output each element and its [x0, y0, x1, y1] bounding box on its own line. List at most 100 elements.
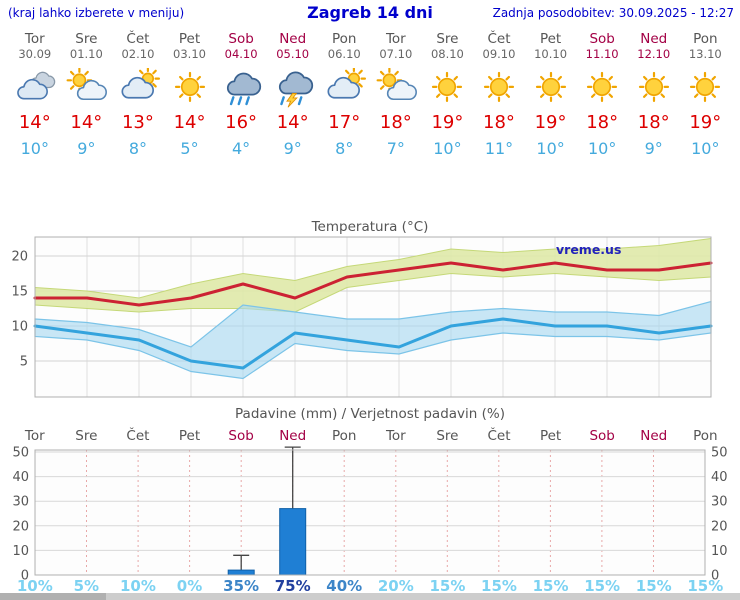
svg-text:20: 20: [11, 250, 28, 265]
day-max-temp: 18°: [586, 112, 619, 133]
day-date: 11.10: [585, 47, 619, 61]
day-min-temp: 4°: [232, 139, 251, 158]
precipitation-chart-svg: 0 0 10 10 20 20 30 30 40 40 50 50: [12, 446, 728, 584]
day-name: Sob: [589, 31, 615, 47]
precip-probability: 40%: [326, 577, 363, 595]
day-max-temp: 18°: [483, 112, 515, 133]
precip-probability: 20%: [377, 577, 414, 595]
precip-day-label: Pet: [178, 428, 201, 444]
day-name: Pet: [178, 31, 201, 47]
day-name: Pon: [693, 31, 718, 47]
day-max-temp: 17°: [328, 112, 361, 133]
precip-probability: 75%: [274, 577, 311, 595]
precip-day-label: Sob: [589, 428, 615, 444]
precip-chart-title: Padavine (mm) / Verjetnost padavin (%): [235, 406, 505, 422]
forecast-day-5[interactable]: Ned 05.10 14° 9°: [267, 31, 319, 161]
forecast-day-12[interactable]: Ned 12.10 18° 9°: [628, 31, 680, 161]
forecast-day-10[interactable]: Pet 10.10 19° 10°: [525, 31, 577, 161]
day-date: 13.10: [688, 47, 722, 61]
day-min-temp: 10°: [691, 139, 720, 158]
day-min-temp: 9°: [283, 139, 302, 158]
precip-day-label: Ned: [640, 428, 668, 444]
forecast-day-9[interactable]: Čet 09.10 18° 11°: [473, 31, 525, 161]
day-max-temp: 13°: [121, 112, 154, 133]
precip-probability-row: 10% 5% 10% 0% 35% 75% 40% 20% 15% 15% 15% 15% 15% 15%: [9, 577, 731, 595]
forecast-day-2[interactable]: Čet 02.10 13° 8°: [112, 31, 164, 161]
precip-probability: 10%: [16, 577, 53, 595]
weather-icon-sun-cloud: [376, 68, 417, 101]
svg-text:10: 10: [12, 544, 29, 559]
weather-icon-cloud-sun: [327, 68, 367, 99]
weather-icon-sun: [174, 71, 205, 102]
precip-day-label: Ned: [279, 428, 307, 444]
precipitation-chart: 0 0 10 10 20 20 30 30 40 40 50 50: [0, 443, 740, 584]
precip-day-label: Tor: [385, 428, 406, 444]
footer-bar-left-segment: [0, 593, 106, 600]
day-max-temp: 18°: [379, 112, 412, 133]
day-max-temp: 14°: [173, 112, 206, 133]
precip-probability: 10%: [119, 577, 156, 595]
forecast-day-3[interactable]: Pet 03.10 14° 5°: [164, 31, 216, 161]
weather-icon-cloud: [16, 71, 56, 100]
forecast-day-8[interactable]: Sre 08.10 19° 10°: [422, 31, 474, 161]
day-min-temp: 8°: [335, 139, 354, 158]
svg-text:5: 5: [20, 355, 28, 370]
precip-probability: 15%: [481, 577, 517, 595]
weather-icon-sun: [690, 71, 721, 102]
svg-text:30: 30: [12, 495, 29, 510]
day-min-temp: 7°: [386, 139, 405, 158]
temperature-chart: 5 10 15 20: [0, 215, 740, 407]
precip-probability: 15%: [429, 577, 466, 595]
svg-text:10: 10: [11, 320, 28, 335]
day-date: 08.10: [430, 47, 464, 61]
day-name: Sre: [436, 31, 459, 47]
day-max-temp: 16°: [225, 112, 258, 133]
weather-icon-sun: [587, 71, 618, 102]
svg-text:15: 15: [11, 285, 28, 300]
forecast-strip: Tor 30.09 14° 10° Sre 01.10 14° 9° Čet 02.10 13° 8°…: [9, 31, 731, 161]
day-min-temp: 10°: [20, 139, 49, 158]
forecast-day-11[interactable]: Sob 11.10 18° 10°: [576, 31, 628, 161]
day-name: Ned: [640, 31, 668, 47]
precip-probability: 15%: [635, 577, 672, 595]
temperature-chart-svg: 5 10 15 20: [11, 236, 713, 398]
day-max-temp: 19°: [431, 112, 464, 133]
weather-icon-sun: [638, 71, 669, 102]
brand-link[interactable]: vreme.us: [556, 242, 622, 257]
forecast-day-7[interactable]: Tor 07.10 18° 7°: [370, 31, 422, 161]
svg-text:40: 40: [711, 470, 728, 485]
precip-probability: 15%: [584, 577, 621, 595]
weather-icon-sun: [535, 71, 566, 102]
day-max-temp: 14°: [18, 112, 51, 133]
precip-day-label: Pet: [539, 428, 562, 444]
weather-icon-sun: [483, 71, 515, 102]
forecast-day-6[interactable]: Pon 06.10 17° 8°: [318, 31, 370, 161]
precip-day-label: Sob: [228, 428, 254, 444]
weather-icon-sun-cloud: [66, 68, 108, 101]
forecast-day-13[interactable]: Pon 13.10 19° 10°: [680, 31, 732, 161]
weather-icon-cloud-sun: [121, 68, 160, 99]
day-date: 07.10: [379, 47, 413, 61]
day-name: Sob: [228, 31, 254, 47]
svg-text:50: 50: [12, 446, 29, 461]
day-max-temp: 19°: [534, 112, 567, 133]
day-min-temp: 10°: [587, 139, 617, 158]
precip-day-label: Sre: [436, 428, 459, 444]
svg-text:0: 0: [711, 569, 719, 584]
day-date: 12.10: [637, 47, 671, 61]
weather-icon-sun: [432, 71, 463, 102]
forecast-day-1[interactable]: Sre 01.10 14° 9°: [61, 31, 113, 161]
footer-bar: [0, 593, 740, 600]
day-date: 01.10: [69, 47, 103, 61]
precip-day-label: Sre: [75, 428, 98, 444]
forecast-day-4[interactable]: Sob 04.10 16° 4°: [215, 31, 267, 161]
precip-day-label: Pon: [332, 428, 357, 444]
day-max-temp: 18°: [637, 112, 670, 133]
day-date: 30.09: [18, 47, 52, 61]
precip-day-label: Tor: [24, 428, 45, 444]
day-name: Sre: [75, 31, 98, 47]
day-min-temp: 10°: [536, 139, 565, 158]
day-name: Tor: [24, 31, 45, 47]
forecast-day-0[interactable]: Tor 30.09 14° 10°: [9, 31, 61, 161]
